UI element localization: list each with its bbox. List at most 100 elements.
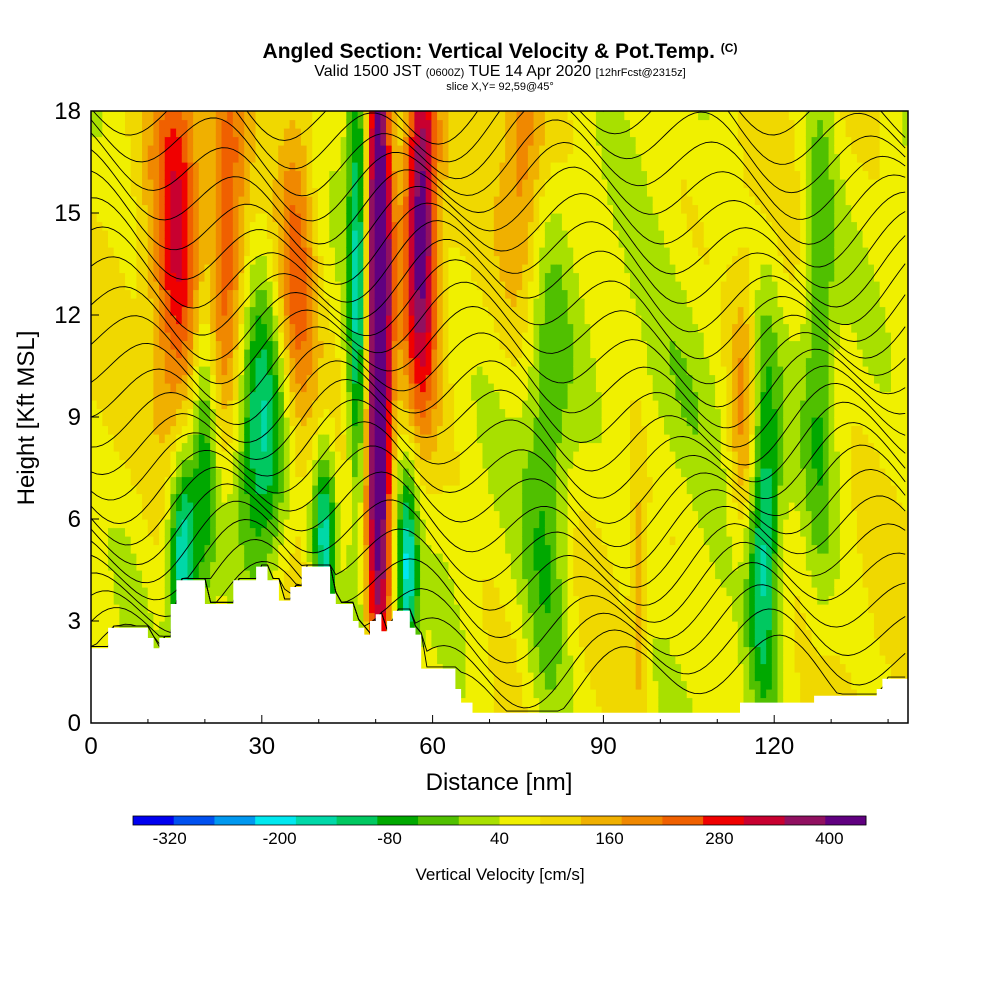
velocity-cell [238,170,245,180]
velocity-cell [227,281,234,291]
velocity-cell [476,204,484,214]
velocity-cell [159,323,166,333]
velocity-cell [391,221,398,231]
velocity-cell [108,213,115,223]
velocity-cell [369,306,376,316]
velocity-cell [448,145,455,155]
velocity-cell [176,255,183,265]
velocity-cell [425,400,433,410]
velocity-cell [204,162,211,172]
velocity-cell [334,587,342,597]
velocity-cell [164,629,172,639]
velocity-cell [317,298,325,308]
velocity-cell [136,408,143,418]
velocity-cell [340,485,347,495]
velocity-cell [448,298,455,308]
velocity-cell [136,289,143,299]
velocity-cell [232,213,240,223]
velocity-cell [142,111,149,121]
velocity-cell [221,145,228,155]
velocity-cell [125,162,132,172]
velocity-cell [210,119,217,129]
velocity-cell [142,408,149,418]
velocity-cell [300,527,308,537]
velocity-cell [119,255,126,265]
velocity-cell [476,493,484,503]
velocity-cell [476,221,484,231]
velocity-cell [159,349,166,359]
velocity-cell [210,459,217,469]
velocity-cell [425,145,433,155]
velocity-cell [113,153,120,163]
velocity-cell [278,162,285,172]
velocity-cell [323,553,330,563]
velocity-cell [476,655,484,665]
velocity-cell [317,213,325,223]
velocity-cell [340,323,347,333]
velocity-cell [431,570,438,580]
velocity-cell [476,264,484,274]
velocity-cell [170,485,177,495]
velocity-cell [278,136,285,146]
velocity-cell [142,400,149,410]
velocity-cell [176,170,183,180]
velocity-cell [357,408,364,418]
velocity-cell [91,128,98,138]
velocity-cell [232,357,240,367]
velocity-cell [153,400,160,410]
velocity-cell [323,230,330,240]
velocity-cell [187,179,194,189]
velocity-cell [391,145,398,155]
velocity-cell [425,170,433,180]
velocity-cell [193,298,200,308]
velocity-cell [176,374,183,384]
velocity-cell [102,604,109,614]
velocity-cell [300,298,308,308]
velocity-cell [249,221,257,231]
velocity-cell [272,315,279,325]
velocity-cell [266,349,274,359]
velocity-cell [420,561,427,571]
velocity-cell [425,128,433,138]
velocity-cell [420,391,427,401]
velocity-cell [414,136,421,146]
velocity-cell [351,570,359,580]
velocity-cell [164,340,172,350]
velocity-cell [386,451,393,461]
velocity-cell [210,434,217,444]
velocity-cell [96,264,103,274]
velocity-cell [476,349,484,359]
velocity-cell [403,459,410,469]
velocity-cell [125,170,132,180]
velocity-cell [232,264,240,274]
velocity-cell [170,289,177,299]
velocity-cell [102,587,109,597]
velocity-cell [397,595,404,605]
velocity-cell [238,502,245,512]
velocity-cell [215,366,223,376]
velocity-cell [408,340,415,350]
velocity-cell [465,502,472,512]
velocity-cell [437,111,444,121]
velocity-cell [215,128,223,138]
velocity-cell [340,128,347,138]
velocity-cell [272,196,279,206]
velocity-cell [193,510,200,520]
velocity-cell [323,527,330,537]
velocity-cell [420,587,427,597]
velocity-cell [232,315,240,325]
velocity-cell [96,366,103,376]
velocity-cell [96,612,103,622]
velocity-cell [414,119,421,129]
velocity-cell [357,281,364,291]
velocity-cell [369,510,376,520]
velocity-cell [215,119,223,129]
velocity-cell [170,383,177,393]
velocity-cell [414,391,421,401]
velocity-cell [329,332,336,342]
velocity-cell [334,204,342,214]
velocity-cell [261,281,268,291]
velocity-cell [442,510,450,520]
velocity-cell [431,578,438,588]
velocity-cell [119,587,126,597]
